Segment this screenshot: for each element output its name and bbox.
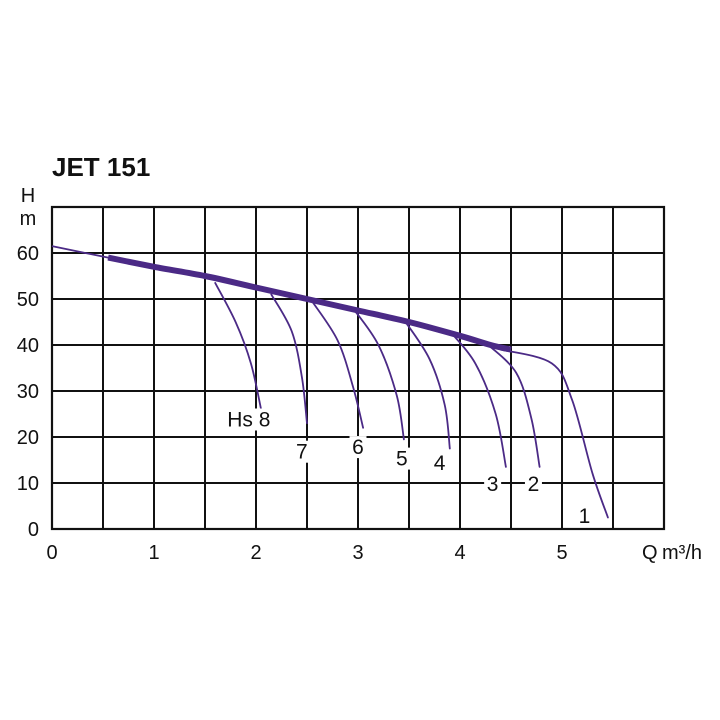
series-line-1: [214, 282, 262, 411]
curve-label: 5: [396, 448, 408, 471]
x-tick-label: 0: [46, 542, 57, 564]
main-curve-thick: [107, 254, 512, 353]
x-tick-label: 2: [250, 542, 261, 564]
curve-labels: Hs 8 7 6 5 4 3 2 1: [223, 408, 593, 528]
curve-label-background: [293, 440, 311, 463]
y-axis-ticks: 0 10 20 30 40 50 60: [17, 243, 39, 541]
curve-label-background: [349, 436, 367, 459]
y-axis-label-h: H: [21, 185, 35, 207]
series-line-5: [403, 318, 451, 450]
y-tick-label: 20: [17, 427, 39, 449]
y-tick-label: 30: [17, 381, 39, 403]
y-tick-label: 40: [17, 335, 39, 357]
series-line-7: [484, 341, 541, 468]
x-axis-label-unit: m³/h: [662, 542, 702, 564]
curve-label: 2: [528, 473, 540, 496]
y-tick-label: 10: [17, 473, 39, 495]
main-curve-group: [51, 245, 512, 353]
curve-label: Hs 8: [227, 409, 270, 432]
curve-label: 3: [487, 473, 499, 496]
curve-label-background: [575, 505, 593, 528]
x-axis-label-q: Q: [642, 542, 658, 564]
series-curves: [214, 282, 609, 519]
x-tick-label: 3: [352, 542, 363, 564]
series-line-3: [311, 300, 364, 429]
curve-label: 4: [434, 452, 446, 475]
curve-label-background: [484, 472, 502, 495]
series-line-2: [270, 293, 308, 425]
curve-label-background: [223, 408, 274, 431]
series-line-4: [352, 307, 405, 441]
series-line-6: [448, 330, 507, 468]
y-tick-label: 50: [17, 289, 39, 311]
x-tick-label: 4: [454, 542, 465, 564]
curve-label: 6: [352, 436, 364, 459]
curve-label-background: [524, 472, 542, 495]
y-tick-label: 0: [28, 519, 39, 541]
x-tick-label: 5: [556, 542, 567, 564]
curve-label: 7: [296, 441, 308, 464]
x-tick-label: 1: [148, 542, 159, 564]
y-axis-label: Hm: [20, 185, 37, 230]
curve-label-background: [431, 452, 449, 475]
plot-frame: [50, 205, 666, 531]
chart-title: JET 151: [52, 152, 150, 182]
y-axis-label-m: m: [20, 208, 37, 230]
curve-label: 1: [579, 505, 591, 528]
x-axis-ticks: 0 1 2 3 4 5: [46, 542, 567, 564]
curve-label-background: [393, 447, 411, 470]
series-line-8: [499, 348, 609, 519]
y-tick-label: 60: [17, 243, 39, 265]
plot-grid: [52, 207, 664, 529]
